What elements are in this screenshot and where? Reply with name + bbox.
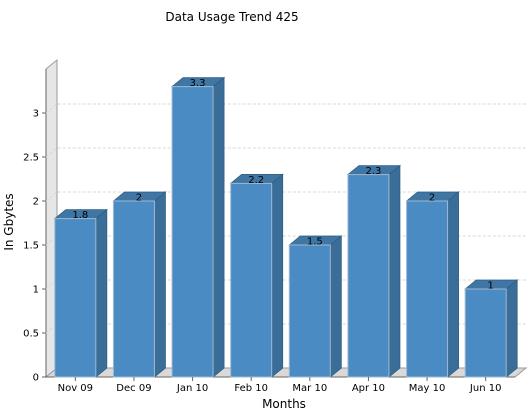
- y-tick-label: 2.5: [23, 153, 39, 164]
- bar-side: [95, 208, 108, 378]
- bar-apr-10: 2.3: [346, 164, 402, 378]
- bar-side: [154, 191, 166, 378]
- bar: [406, 200, 449, 378]
- y-tick-label: 0.5: [23, 329, 39, 340]
- bar-mar-10: 1.5: [288, 235, 343, 378]
- y-axis-title: In Gbytes: [2, 193, 16, 250]
- bar-side: [212, 76, 225, 378]
- x-tick-label: Dec 09: [116, 383, 151, 394]
- bar-may-10: 2: [405, 191, 460, 378]
- bar-nov-09: 1.8: [53, 208, 108, 378]
- bar-dec-09: 2: [112, 191, 167, 378]
- bar: [171, 86, 214, 378]
- data-label: 2.3: [365, 166, 381, 177]
- y-tick-label: 1: [33, 285, 39, 296]
- y-axis-ticks: 0 0.5 1 1.5 2 2.5 3: [23, 109, 46, 384]
- x-tick-label: Jan 10: [176, 383, 208, 394]
- x-tick-label: Feb 10: [234, 383, 268, 394]
- bars: 1.8 2 3.3 2.2 1.5 2.3 2 1: [53, 76, 519, 378]
- data-label: 3.3: [190, 78, 206, 89]
- y-tick-label: 0: [33, 373, 39, 384]
- x-tick-label: Jun 10: [469, 383, 502, 394]
- bar: [54, 218, 97, 378]
- data-label: 2.2: [248, 175, 264, 186]
- data-label: 1: [488, 281, 494, 292]
- y-tick-label: 1.5: [23, 241, 39, 252]
- bar: [230, 182, 273, 378]
- chart-title: Data Usage Trend 425: [165, 10, 298, 24]
- x-axis-ticks: Nov 09 Dec 09 Jan 10 Feb 10 Mar 10 Apr 10 May …: [58, 377, 502, 394]
- x-axis-title: Months: [262, 397, 306, 411]
- y-tick-label: 2: [33, 197, 39, 208]
- bar: [288, 244, 331, 378]
- x-tick-label: Apr 10: [352, 383, 385, 394]
- bar-side: [329, 235, 342, 378]
- bar-jan-10: 3.3: [170, 76, 226, 378]
- bar-side: [388, 164, 401, 378]
- bar-jun-10: 1: [464, 279, 519, 378]
- bar: [464, 288, 507, 378]
- bar-side: [447, 191, 459, 378]
- grid-line: [45, 147, 526, 158]
- grid-line: [45, 103, 526, 114]
- bar-feb-10: 2.2: [229, 173, 284, 378]
- data-label: 2: [429, 193, 435, 204]
- y-tick-label: 3: [33, 109, 39, 120]
- bar: [347, 174, 390, 378]
- data-label: 1.5: [307, 237, 323, 248]
- data-label: 2: [136, 193, 142, 204]
- x-tick-label: Nov 09: [58, 383, 93, 394]
- bar-side: [505, 279, 518, 378]
- data-label: 1.8: [72, 210, 88, 221]
- bar: [112, 200, 155, 378]
- x-tick-label: Mar 10: [292, 383, 327, 394]
- bar-side: [271, 173, 284, 378]
- x-tick-label: May 10: [409, 383, 446, 394]
